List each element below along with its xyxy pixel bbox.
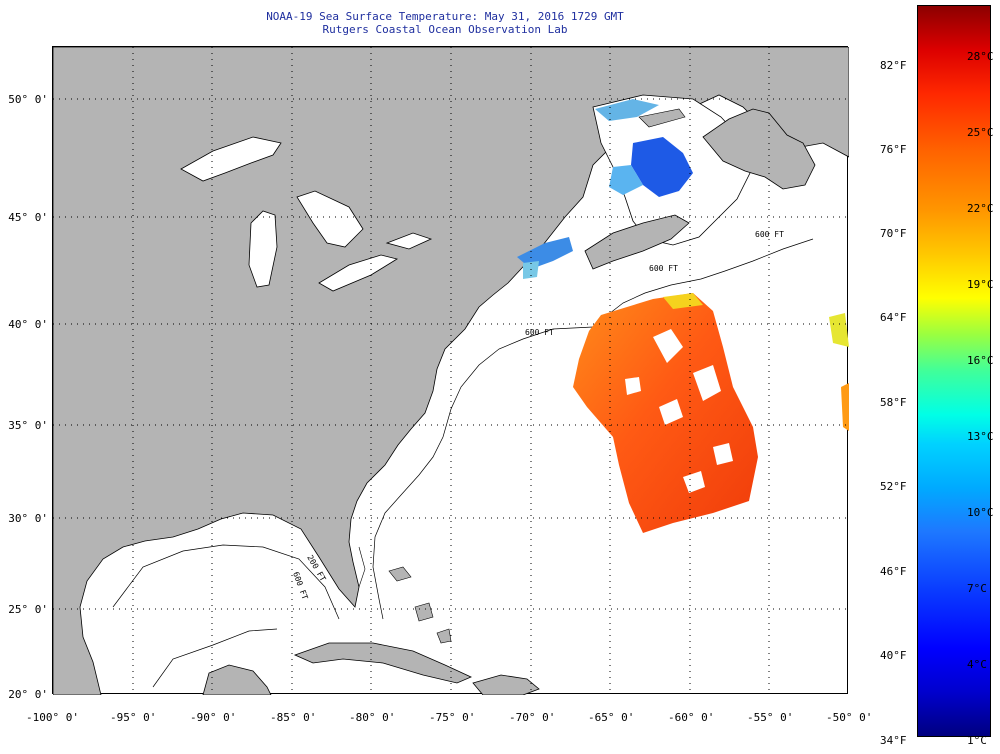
lake-erie — [318, 254, 399, 292]
lon-label: -75° 0' — [429, 711, 476, 724]
sst-cold-estuary — [595, 99, 659, 121]
lon-label: -60° 0' — [668, 711, 715, 724]
land-cuba — [293, 642, 472, 684]
lon-label: -50° 0' — [826, 711, 873, 724]
contour-label: 600 FT — [649, 264, 678, 273]
contour-label: 600 FT — [525, 328, 554, 337]
lon-label: -70° 0' — [509, 711, 556, 724]
colorbar-label-c: 4°C — [967, 658, 987, 671]
lake-ontario — [385, 232, 433, 250]
lat-label: 50° 0' — [8, 93, 48, 106]
lon-label: -80° 0' — [349, 711, 396, 724]
map-title: NOAA-19 Sea Surface Temperature: May 31,… — [266, 10, 624, 23]
lat-label: 35° 0' — [8, 419, 48, 432]
colorbar-label-f: 58°F — [880, 396, 907, 409]
lat-label: 40° 0' — [8, 318, 48, 331]
sst-map: 200 FT 600 FT 600 FT 600 FT 600 FT — [52, 46, 850, 696]
lat-label: 30° 0' — [8, 512, 48, 525]
land-newfoundland — [702, 108, 816, 190]
colorbar-label-c: 22°C — [967, 202, 994, 215]
lake-superior — [180, 136, 282, 182]
sst-cold-stlawrence — [631, 137, 693, 197]
land-hispaniola — [472, 674, 540, 696]
contour-label: 600 FT — [755, 230, 784, 239]
lat-label: 20° 0' — [8, 688, 48, 701]
colorbar-label-c: 25°C — [967, 126, 994, 139]
lon-label: -85° 0' — [270, 711, 317, 724]
sst-swath-yellow — [663, 293, 703, 309]
land-yucatan — [202, 664, 272, 696]
sst-cold-maine — [517, 237, 573, 269]
land-nova-scotia — [584, 214, 690, 270]
sst-cold-stlawrence — [609, 165, 643, 195]
map-subtitle: Rutgers Coastal Ocean Observation Lab — [322, 23, 568, 36]
sst-east-edge — [829, 313, 849, 347]
lon-label: -100° 0' — [26, 711, 79, 724]
lake-michigan — [248, 210, 278, 288]
lat-label: 45° 0' — [8, 211, 48, 224]
land-bahamas — [388, 566, 452, 644]
bathymetry-contour — [112, 544, 340, 620]
sst-map-canvas: 200 FT 600 FT 600 FT 600 FT 600 FT — [52, 46, 850, 696]
temperature-colorbar — [917, 5, 991, 737]
colorbar-label-f: 40°F — [880, 649, 907, 662]
colorbar-label-c: 16°C — [967, 354, 994, 367]
lat-lon-grid — [53, 47, 849, 695]
colorbar-label-f: 82°F — [880, 59, 907, 72]
colorbar-label-f: 52°F — [880, 480, 907, 493]
cloud-gap — [625, 329, 733, 493]
lon-label: -55° 0' — [747, 711, 794, 724]
bathymetry-contour — [152, 628, 278, 688]
colorbar-label-c: 19°C — [967, 278, 994, 291]
lon-label: -65° 0' — [588, 711, 635, 724]
land-anticosti — [638, 108, 686, 128]
lon-label: -95° 0' — [110, 711, 157, 724]
contour-label: 600 FT — [291, 571, 309, 601]
colorbar-label-f: 46°F — [880, 565, 907, 578]
colorbar-label-c: 10°C — [967, 506, 994, 519]
colorbar-label-c: 7°C — [967, 582, 987, 595]
lon-label: -90° 0' — [190, 711, 237, 724]
lat-label: 25° 0' — [8, 603, 48, 616]
sst-east-edge — [841, 383, 849, 431]
colorbar-label-f: 76°F — [880, 143, 907, 156]
colorbar-label-f: 34°F — [880, 734, 907, 747]
colorbar-label-c: 28°C — [967, 50, 994, 63]
colorbar-label-c: 13°C — [967, 430, 994, 443]
bathymetry-contour — [604, 238, 814, 318]
colorbar-label-f: 64°F — [880, 311, 907, 324]
bathymetry-contour — [372, 326, 594, 620]
lake-huron — [296, 190, 364, 248]
colorbar-label-c: 1°C — [967, 734, 987, 747]
land-florida-coast — [358, 546, 366, 588]
colorbar-label-f: 70°F — [880, 227, 907, 240]
